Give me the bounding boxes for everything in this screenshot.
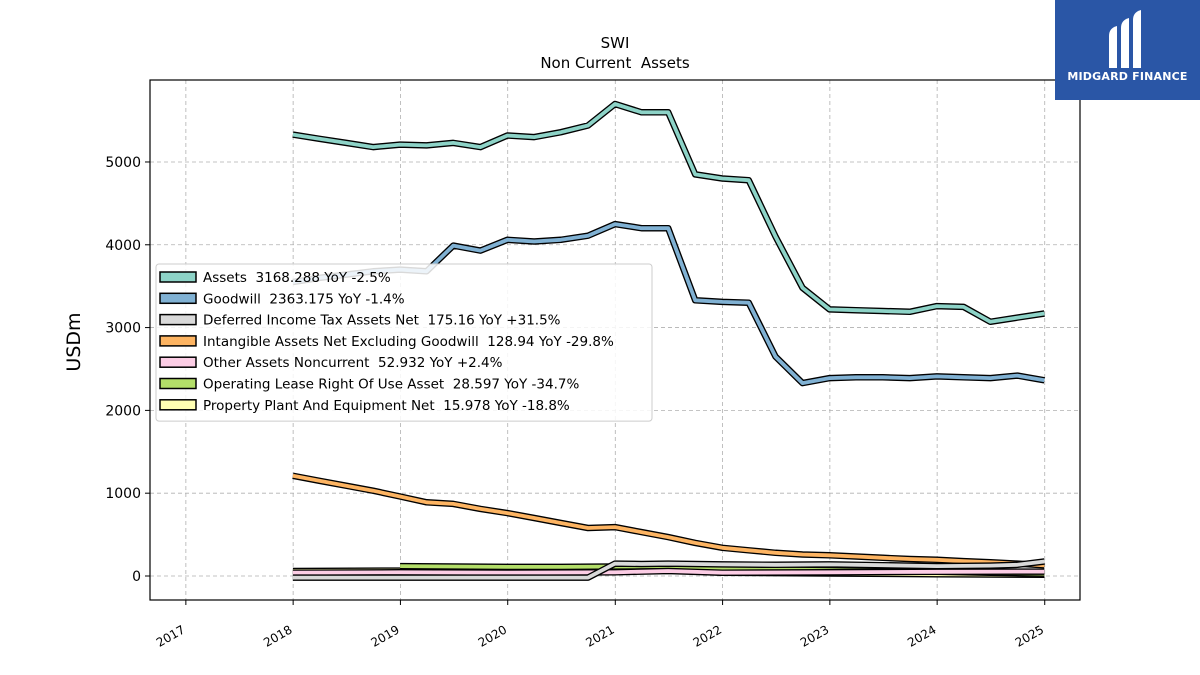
legend-label: Deferred Income Tax Assets Net 175.16 Yo…	[203, 313, 561, 329]
y-tick-label: 2000	[105, 403, 141, 419]
x-axis: 2017 2018 2019 2020 2021 2022 2023 2024 2025	[154, 600, 1046, 650]
legend-label: Assets 3168.288 YoY -2.5%	[203, 270, 391, 286]
x-tick-label: 2018	[261, 622, 294, 649]
x-tick-label: 2021	[583, 622, 616, 649]
x-tick-label: 2020	[476, 622, 509, 649]
y-axis-label: USDm	[63, 312, 85, 371]
legend-label: Operating Lease Right Of Use Asset 28.59…	[203, 377, 579, 393]
y-axis: 0 1000 2000 3000 4000 5000	[105, 155, 150, 585]
series-line-deferred-income-tax-assets-net	[292, 559, 1045, 580]
x-tick-label: 2023	[798, 622, 831, 649]
y-tick-label: 4000	[105, 238, 141, 254]
chart-title: SWI	[601, 34, 630, 52]
legend-swatch	[159, 271, 197, 283]
x-tick-label: 2024	[905, 622, 938, 649]
series-line-assets	[292, 102, 1045, 324]
brand-name: MIDGARD FINANCE	[1067, 70, 1188, 83]
y-tick-label: 1000	[105, 486, 141, 502]
legend-swatch	[159, 399, 197, 411]
legend-swatch	[159, 292, 197, 305]
x-tick-label: 2025	[1013, 622, 1046, 649]
series-outline-intangible-assets-net-excluding-goodwill	[292, 472, 1045, 569]
legend-swatch	[159, 356, 197, 368]
chart-subtitle: Non Current Assets	[540, 54, 690, 72]
brand-mark-icon	[1109, 10, 1141, 68]
series-layer	[292, 100, 1045, 581]
legend-label: Other Assets Noncurrent 52.932 YoY +2.4%	[203, 355, 503, 371]
legend-label: Intangible Assets Net Excluding Goodwill…	[203, 334, 614, 350]
legend-label: Property Plant And Equipment Net 15.978 …	[203, 398, 570, 414]
legend-swatch	[159, 377, 197, 390]
legend: Assets 3168.288 YoY -2.5% Goodwill 2363.1…	[155, 263, 653, 422]
legend-swatch	[159, 313, 197, 326]
x-tick-label: 2019	[368, 622, 401, 649]
legend-swatch	[159, 335, 197, 347]
series-line-other-assets-noncurrent	[292, 569, 1045, 575]
x-tick-label: 2017	[154, 622, 187, 649]
brand-logo: MIDGARD FINANCE	[1055, 0, 1200, 100]
x-tick-label: 2022	[691, 622, 724, 649]
y-tick-label: 0	[132, 569, 141, 585]
legend-box	[155, 263, 653, 422]
y-tick-label: 3000	[105, 321, 141, 337]
legend-label: Goodwill 2363.175 YoY -1.4%	[203, 291, 405, 307]
series-line-intangible-assets-net-excluding-goodwill	[292, 473, 1045, 568]
y-tick-label: 5000	[105, 155, 141, 171]
